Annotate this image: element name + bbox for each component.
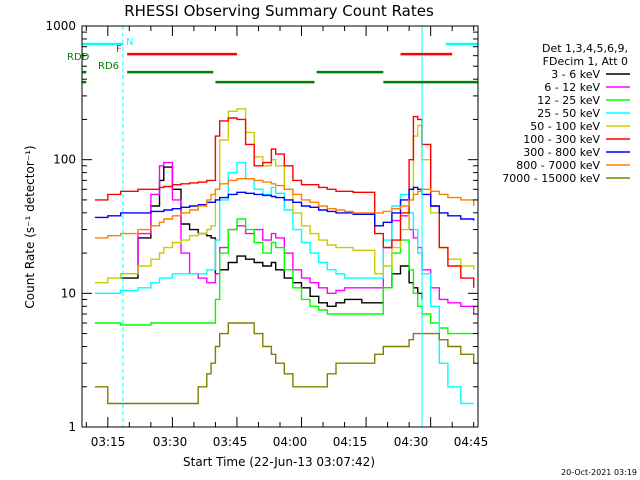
- x-tick-label-4: 04:15: [333, 435, 368, 449]
- legend-label-1: 6 - 12 keV: [544, 81, 600, 94]
- legend-label-5: 100 - 300 keV: [523, 133, 600, 146]
- legend-label-7: 800 - 7000 keV: [516, 159, 600, 172]
- series-line-2: [94, 218, 474, 335]
- series-line-6: [94, 186, 475, 227]
- x-tick-label-6: 04:45: [454, 435, 489, 449]
- y-tick-label-2: 100: [53, 153, 76, 167]
- series-line-8: [94, 322, 475, 405]
- flag-label-1: F: [116, 44, 122, 55]
- flag-label-0: N: [126, 37, 133, 48]
- y-tick-label-3: 1000: [45, 19, 76, 33]
- legend-label-4: 50 - 100 keV: [530, 120, 600, 133]
- footer-timestamp: 20-Oct-2021 03:19: [561, 468, 637, 477]
- legend: Det 1,3,4,5,6,9, FDecim 1, Att 0 3 - 6 k…: [502, 42, 630, 185]
- legend-label-3: 25 - 50 keV: [537, 107, 600, 120]
- legend-label-0: 3 - 6 keV: [551, 68, 600, 81]
- legend-label-8: 7000 - 15000 keV: [502, 172, 600, 185]
- chart-title: RHESSI Observing Summary Count Rates: [124, 2, 434, 20]
- y-ticks-group: 1 10 100 1000: [45, 19, 478, 434]
- y-axis-label: Count Rate (s⁻¹ detector⁻¹): [23, 145, 37, 308]
- x-axis-label: Start Time (22-Jun-13 03:07:42): [183, 455, 375, 469]
- flag-label-2: RDD: [67, 52, 90, 63]
- plot-frame: [81, 25, 479, 428]
- series-line-7: [94, 178, 475, 239]
- x-ticks-group: 03:15 03:30 03:45 04:00 04:15 04:30 04:45: [85, 26, 489, 449]
- series-line-4: [94, 108, 475, 284]
- legend-label-2: 12 - 25 keV: [537, 94, 600, 107]
- legend-header-line-2: FDecim 1, Att 0: [543, 55, 628, 68]
- legend-header-line-1: Det 1,3,4,5,6,9,: [542, 42, 628, 55]
- y-tick-label-0: 1: [68, 420, 76, 434]
- x-tick-label-5: 04:30: [394, 435, 429, 449]
- y-tick-label-1: 10: [61, 286, 76, 300]
- flag-label-4: RD6: [98, 61, 119, 72]
- series-line-5: [94, 115, 475, 288]
- x-tick-label-0: 03:15: [91, 435, 126, 449]
- series-line-3: [94, 161, 474, 405]
- plot-series-group: [94, 108, 475, 405]
- x-tick-label-1: 03:30: [153, 435, 188, 449]
- x-tick-label-2: 03:45: [213, 435, 248, 449]
- series-line-1: [120, 161, 475, 314]
- legend-label-6: 300 - 800 keV: [523, 146, 600, 159]
- plot-border: [81, 25, 479, 428]
- plot-flags-group: NF RDD RD6: [67, 26, 479, 427]
- x-tick-label-3: 04:00: [273, 435, 308, 449]
